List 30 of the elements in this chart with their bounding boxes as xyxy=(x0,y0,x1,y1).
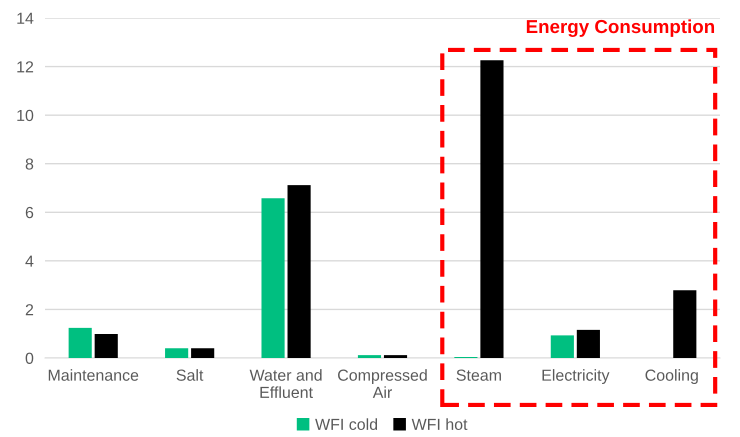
bar xyxy=(480,60,504,358)
bar xyxy=(384,355,408,358)
y-tick-label: 10 xyxy=(17,110,34,122)
bar xyxy=(673,290,696,358)
x-tick-label: Maintenance xyxy=(48,369,138,381)
y-tick-label: 2 xyxy=(26,304,34,316)
x-tick-label: Electricity xyxy=(542,369,610,384)
x-tick-label: Cooling xyxy=(646,369,698,384)
bar xyxy=(68,328,92,358)
x-tick-label: Steam xyxy=(456,370,501,381)
x-tick-label: Water and Effluent xyxy=(250,369,322,398)
y-tick-label: 14 xyxy=(17,12,34,24)
y-tick-label: 8 xyxy=(26,158,34,170)
bar xyxy=(358,355,382,358)
bar xyxy=(94,334,118,358)
y-tick-label: 4 xyxy=(25,256,34,267)
bar xyxy=(261,198,285,358)
bar xyxy=(576,330,600,358)
legend-label: WFI cold xyxy=(315,418,378,430)
y-tick-label: 0 xyxy=(26,352,34,364)
bar xyxy=(288,185,311,358)
y-tick-label: 6 xyxy=(26,206,34,218)
x-tick-label: Compressed Air xyxy=(338,369,427,398)
y-tick-label: 12 xyxy=(17,61,34,72)
x-tick-label: Salt xyxy=(176,369,204,381)
legend-label: WFI hot xyxy=(412,418,468,430)
bar xyxy=(165,348,188,358)
bar xyxy=(550,335,574,358)
annotation: Energy Consumption xyxy=(526,19,714,37)
bar xyxy=(191,348,214,358)
